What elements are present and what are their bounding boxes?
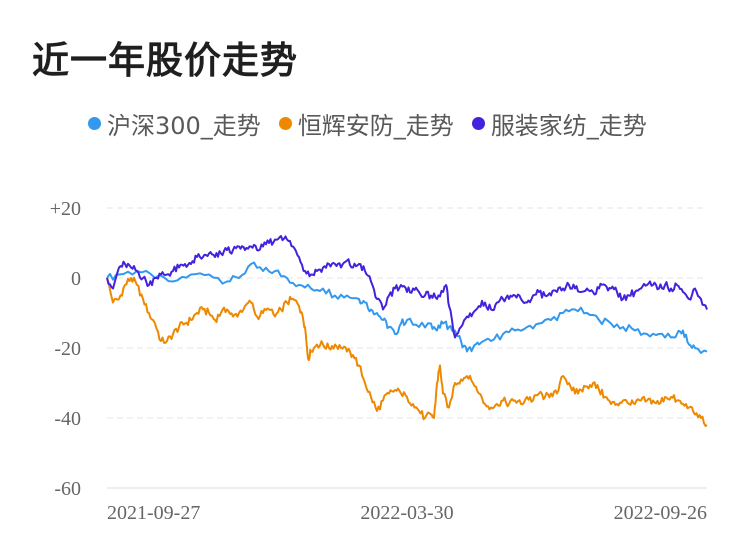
y-tick-label: -60	[54, 478, 81, 500]
series-line-2	[106, 235, 708, 339]
y-tick-label: +20	[50, 198, 81, 220]
x-tick-label: 2022-03-30	[360, 502, 453, 524]
series-line-1	[106, 276, 708, 427]
chart-title: 近一年股价走势	[32, 39, 298, 82]
legend-item-fuzhuang[interactable]: 服装家纺_走势	[471, 106, 647, 141]
y-tick-label: -20	[54, 338, 81, 360]
legend-item-hs300[interactable]: 沪深300_走势	[88, 106, 261, 141]
x-tick-label: 2021-09-27	[107, 502, 200, 524]
legend-label-henghui: 恒辉安防_走势	[297, 112, 454, 140]
series-line-0	[106, 261, 708, 354]
legend-label-fuzhuang: 服装家纺_走势	[490, 112, 647, 140]
y-tick-label: -40	[54, 408, 81, 430]
legend-marker-hs300	[88, 117, 101, 130]
legend-marker-henghui	[278, 117, 292, 130]
legend-label-hs300: 沪深300_走势	[107, 112, 261, 140]
y-tick-label: 0	[71, 268, 81, 290]
chart-legend: 沪深300_走势 恒辉安防_走势 服装家纺_走势	[88, 106, 665, 141]
legend-item-henghui[interactable]: 恒辉安防_走势	[278, 106, 454, 141]
legend-marker-fuzhuang	[471, 117, 485, 130]
x-tick-label: 2022-09-26	[614, 502, 707, 524]
